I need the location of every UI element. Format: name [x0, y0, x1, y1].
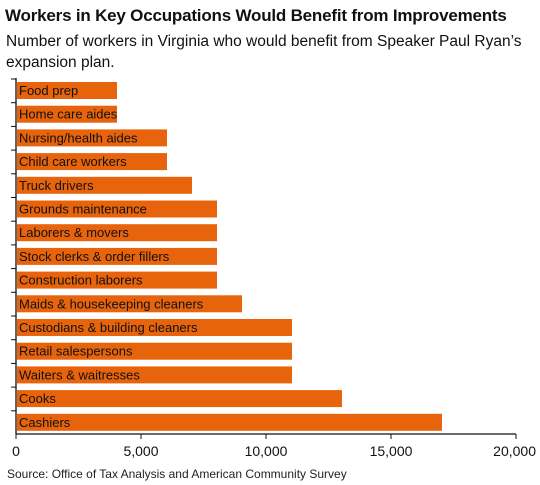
- bar-label: Retail salespersons: [19, 344, 133, 359]
- bar-label: Stock clerks & order fillers: [19, 249, 170, 264]
- bar-label: Waiters & waitresses: [19, 367, 140, 382]
- bar: [17, 342, 292, 360]
- bar: [17, 319, 292, 336]
- chart-source: Source: Office of Tax Analysis and Ameri…: [7, 467, 347, 481]
- bar-label: Home care aides: [19, 107, 118, 122]
- x-tick-label: 10,000: [245, 443, 288, 459]
- bar: [17, 129, 167, 147]
- x-tick-label: 15,000: [370, 443, 413, 459]
- bar: [17, 200, 217, 218]
- bar-label: Child care workers: [19, 154, 127, 169]
- bar: [17, 176, 192, 194]
- bar-label: Nursing/health aides: [19, 130, 138, 145]
- bar: [17, 366, 292, 384]
- bar-label: Cooks: [19, 391, 56, 406]
- bar: [17, 413, 442, 431]
- bar: [17, 82, 117, 99]
- bar-label: Custodians & building cleaners: [19, 320, 198, 335]
- bar-label: Grounds maintenance: [19, 202, 147, 217]
- bar-label: Construction laborers: [19, 273, 143, 288]
- x-tick-label: 20,000: [493, 443, 536, 459]
- x-tick-label: 0: [12, 443, 20, 459]
- chart-title: Workers in Key Occupations Would Benefit…: [5, 6, 507, 25]
- bar: [17, 295, 242, 313]
- bar: [17, 247, 217, 265]
- bar-label: Truck drivers: [19, 178, 94, 193]
- bar-label: Cashiers: [19, 415, 71, 430]
- bar: [17, 271, 217, 289]
- bar: [17, 105, 117, 123]
- bar: [17, 153, 167, 171]
- x-tick-label: 5,000: [123, 443, 158, 459]
- bars-group: Food prep Home care aides Nursing/health a…: [17, 82, 442, 431]
- bar: [17, 390, 342, 408]
- chart-subtitle: Number of workers in Virginia who would …: [6, 33, 522, 71]
- bar-label: Food prep: [19, 83, 78, 98]
- bar: [17, 224, 217, 242]
- bar-label: Maids & housekeeping cleaners: [19, 296, 204, 311]
- axes-group: 0 5,000 10,000 15,000 20,000: [11, 78, 536, 459]
- bar-label: Laborers & movers: [19, 225, 129, 240]
